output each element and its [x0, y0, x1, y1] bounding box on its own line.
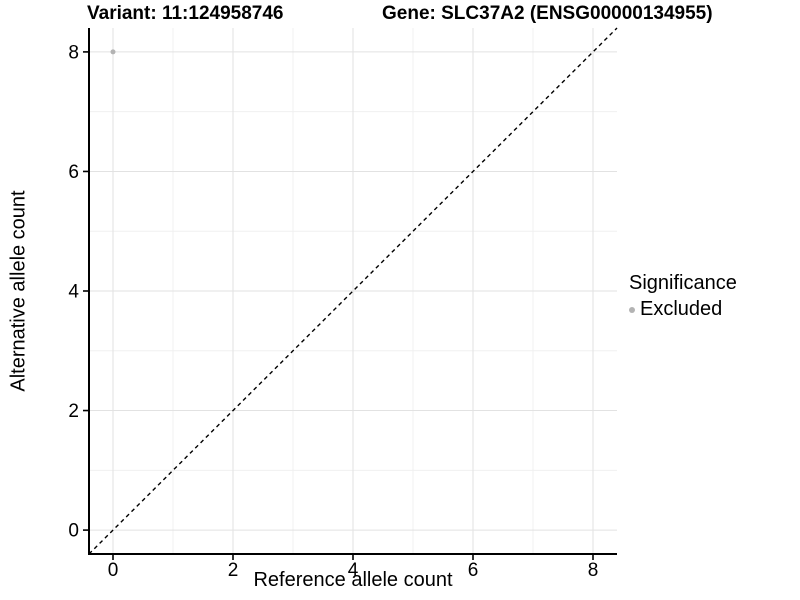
x-tick-label: 6	[468, 560, 479, 581]
legend-item-excluded: Excluded	[629, 298, 737, 321]
x-tick-label: 2	[228, 560, 239, 581]
plot-title-gene: Gene: SLC37A2 (ENSG00000134955)	[382, 3, 713, 24]
x-tick-label: 8	[588, 560, 599, 581]
x-axis-title: Reference allele count	[253, 569, 453, 591]
y-tick-label: 6	[68, 162, 79, 183]
x-tick-label: 0	[108, 560, 119, 581]
x-tick-label: 4	[348, 560, 359, 581]
y-tick-label: 4	[68, 282, 79, 303]
excluded-point-swatch	[629, 306, 635, 313]
plot-title-variant: Variant: 11:124958746	[87, 3, 284, 24]
legend-title: Significance	[629, 272, 737, 294]
y-tick-label: 0	[68, 521, 79, 542]
y-axis-title: Alternative allele count	[7, 190, 30, 392]
legend: Significance Excluded	[629, 272, 737, 321]
data-point	[110, 49, 116, 55]
legend-item-label: Excluded	[640, 298, 723, 320]
y-tick-label: 2	[68, 401, 79, 422]
y-tick-label: 8	[68, 42, 79, 63]
